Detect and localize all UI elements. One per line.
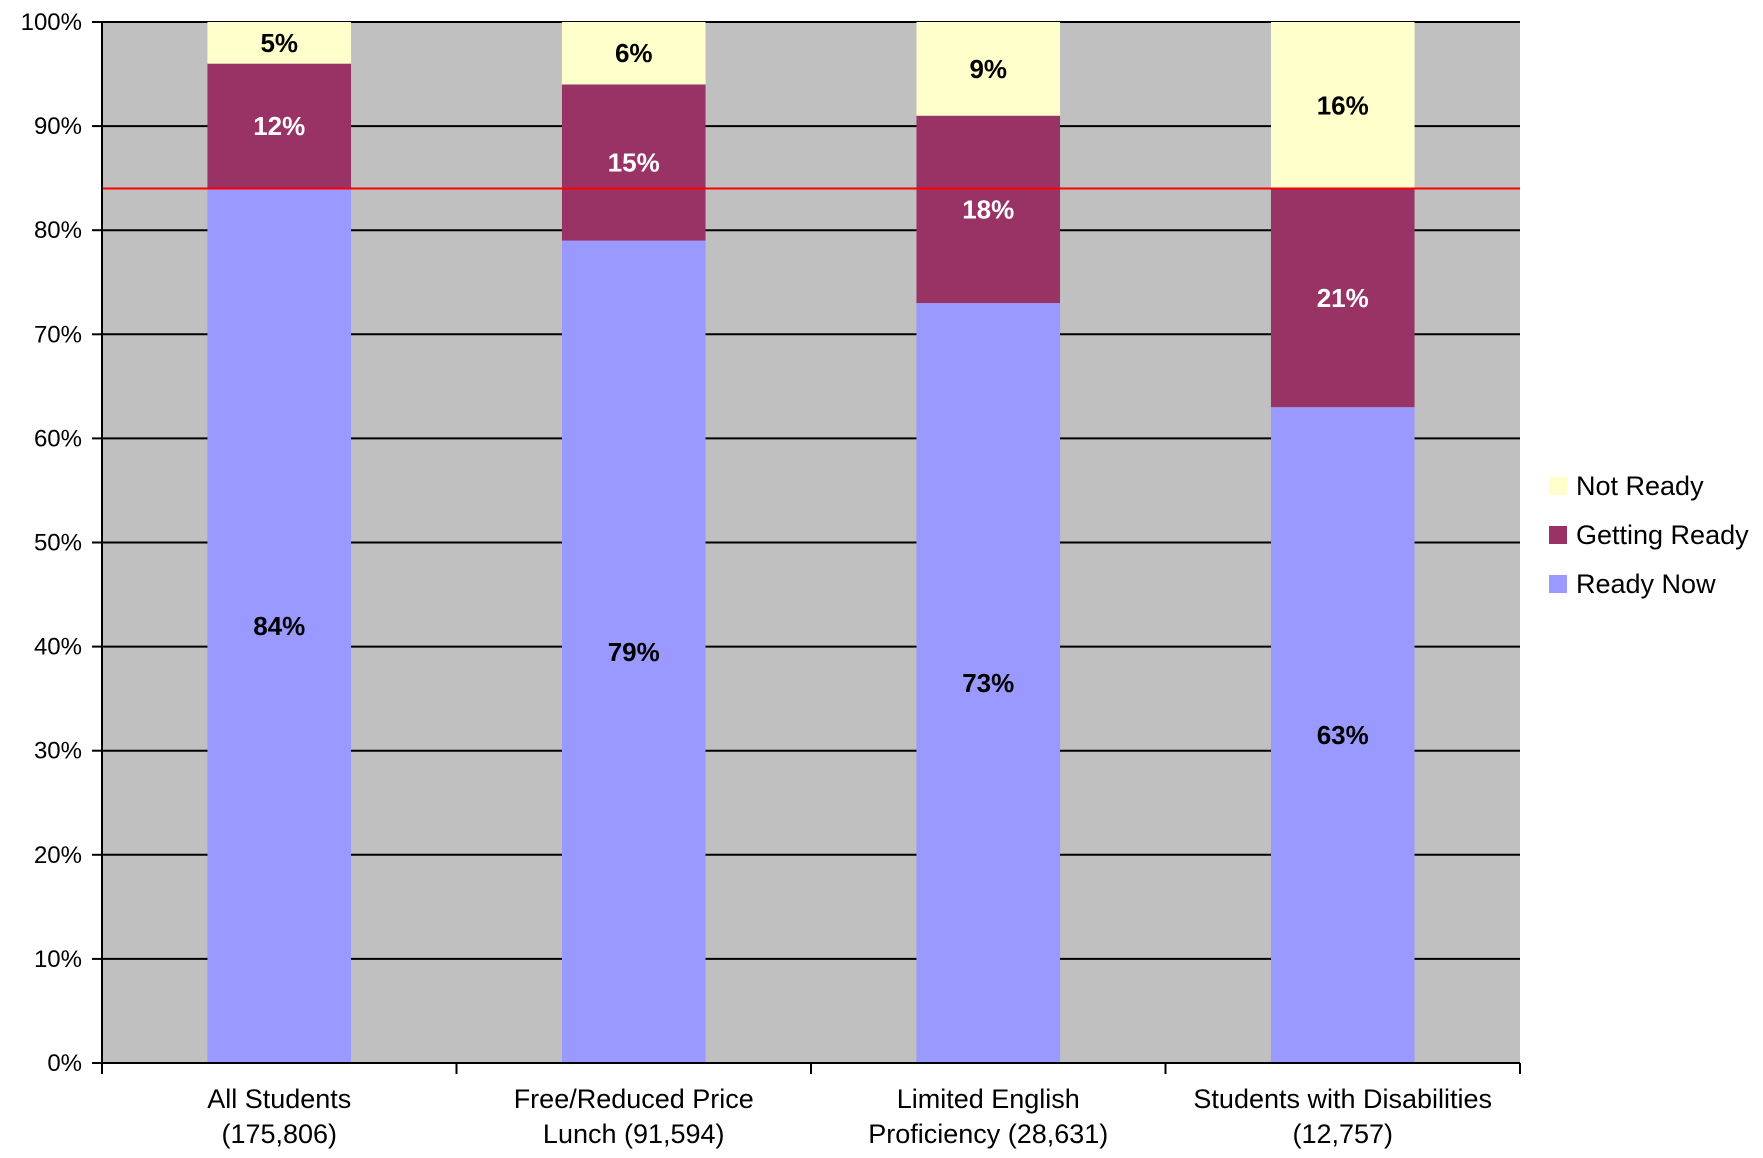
- bar-segment: [207, 22, 352, 64]
- legend-label: Not Ready: [1576, 471, 1704, 501]
- legend-swatch: [1549, 575, 1567, 593]
- data-label: 16%: [1317, 90, 1369, 120]
- data-label: 5%: [260, 28, 298, 58]
- legend: Not Ready Getting Ready Ready Now: [1549, 471, 1749, 599]
- x-category-label: All Students: [207, 1084, 351, 1114]
- data-label: 21%: [1317, 283, 1369, 313]
- data-label: 6%: [615, 38, 653, 68]
- y-tick-label: 0%: [47, 1050, 82, 1077]
- y-tick-label: 40%: [34, 634, 82, 661]
- bar-segment: [916, 115, 1061, 304]
- data-label: 84%: [253, 611, 305, 641]
- data-label: 15%: [608, 148, 660, 178]
- data-label: 18%: [962, 194, 1014, 224]
- data-label: 12%: [253, 111, 305, 141]
- x-category-label: Proficiency (28,631): [868, 1119, 1108, 1149]
- bar-segment: [916, 303, 1061, 1063]
- bars: [207, 22, 1415, 1064]
- y-tick-label: 60%: [34, 425, 82, 452]
- x-category-label: Limited English: [897, 1084, 1080, 1114]
- data-labels: 84% 12% 5% 79% 15% 6% 73% 18% 9% 63% 21% 16%: [253, 28, 1369, 750]
- y-tick-label: 70%: [34, 321, 82, 348]
- legend-label: Ready Now: [1576, 569, 1716, 599]
- y-tick-label: 100%: [21, 9, 82, 36]
- data-label: 79%: [608, 637, 660, 667]
- x-category-label: (175,806): [221, 1119, 337, 1149]
- x-category-label: Students with Disabilities: [1193, 1084, 1492, 1114]
- y-tick-label: 10%: [34, 946, 82, 973]
- bar-segment: [207, 188, 352, 1063]
- legend-label: Getting Ready: [1576, 520, 1749, 550]
- bar-segment: [207, 63, 352, 189]
- data-label: 73%: [962, 668, 1014, 698]
- x-category-label: Free/Reduced Price: [514, 1084, 754, 1114]
- bar-segment: [1270, 22, 1415, 189]
- legend-swatch: [1549, 526, 1567, 544]
- y-tick-label: 80%: [34, 217, 82, 244]
- bar-segment: [1270, 407, 1415, 1063]
- x-category-label: (12,757): [1292, 1119, 1393, 1149]
- y-tick-label: 30%: [34, 738, 82, 765]
- bar-segment: [561, 22, 706, 85]
- data-label: 63%: [1317, 720, 1369, 750]
- data-label: 9%: [969, 54, 1007, 84]
- bar-segment: [1270, 188, 1415, 408]
- bar-segment: [916, 22, 1061, 116]
- y-tick-label: 90%: [34, 113, 82, 140]
- bar-segment: [561, 240, 706, 1064]
- y-tick-label: 20%: [34, 842, 82, 869]
- axes: 0% 10% 20% 30% 40% 50% 60% 70% 80% 90% 100% All Stu…: [21, 9, 1521, 1149]
- x-category-label: Lunch (91,594): [543, 1119, 725, 1149]
- y-tick-label: 50%: [34, 530, 82, 557]
- legend-swatch: [1549, 477, 1567, 495]
- bar-segment: [561, 84, 706, 241]
